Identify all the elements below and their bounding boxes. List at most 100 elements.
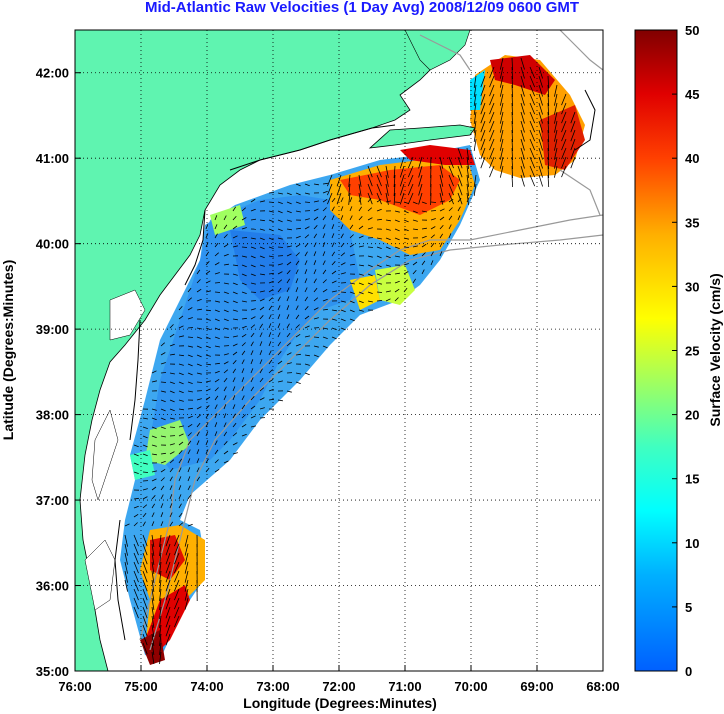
velocity-arrow: [151, 380, 157, 383]
velocity-arrow: [133, 505, 139, 509]
velocity-arrow: [232, 432, 238, 437]
velocity-arrow: [165, 633, 171, 646]
velocity-arrow: [421, 210, 427, 213]
velocity-arrow: [511, 174, 513, 188]
velocity-arrow: [286, 305, 290, 311]
colorbar-tick-label: 15: [685, 472, 699, 487]
velocity-arrow: [277, 219, 283, 223]
velocity-arrow: [250, 246, 256, 249]
velocity-arrow: [313, 345, 319, 348]
velocity-arrow: [223, 369, 229, 374]
velocity-arrow: [268, 359, 273, 365]
velocity-arrow: [187, 407, 193, 410]
velocity-arrow: [358, 235, 364, 239]
velocity-arrow: [529, 111, 536, 124]
velocity-arrow: [448, 233, 452, 239]
velocity-arrow: [223, 336, 230, 338]
velocity-arrow: [295, 210, 301, 213]
velocity-arrow: [277, 263, 283, 266]
velocity-arrow: [331, 309, 337, 312]
velocity-arrow: [421, 260, 426, 266]
velocity-arrow: [295, 314, 300, 320]
velocity-arrow: [394, 288, 400, 293]
velocity-arrow: [268, 210, 274, 213]
velocity-arrow: [511, 147, 513, 161]
velocity-arrow: [184, 561, 189, 574]
velocity-arrow: [439, 165, 444, 178]
y-axis-label: Latitude (Degrees:Minutes): [0, 260, 16, 440]
velocity-arrow: [169, 333, 175, 338]
velocity-arrow: [142, 579, 148, 592]
velocity-arrow: [489, 156, 495, 169]
velocity-arrow: [214, 422, 218, 428]
velocity-arrow: [151, 370, 157, 374]
velocity-arrow: [340, 252, 346, 257]
velocity-arrow: [250, 324, 256, 329]
velocity-arrow: [214, 413, 218, 419]
velocity-arrow: [214, 300, 220, 303]
velocity-arrow: [268, 350, 272, 356]
velocity-arrow: [196, 458, 200, 464]
velocity-arrow: [259, 200, 265, 203]
velocity-arrow: [480, 138, 486, 151]
velocity-arrow: [286, 342, 292, 347]
velocity-arrow: [499, 102, 504, 115]
velocity-arrow: [547, 174, 550, 188]
velocity-arrow: [439, 174, 444, 187]
velocity-arrow: [196, 414, 202, 419]
velocity-arrow: [174, 561, 180, 574]
velocity-arrow: [169, 381, 175, 384]
velocity-arrow: [561, 138, 567, 151]
x-tick-label: 75:00: [124, 679, 157, 694]
velocity-arrow: [399, 192, 405, 205]
velocity-arrow: [538, 165, 543, 178]
velocity-arrow: [367, 264, 373, 268]
velocity-arrow: [529, 102, 536, 115]
velocity-arrow: [358, 216, 363, 221]
y-tick-label: 41:00: [36, 151, 69, 166]
velocity-arrow: [295, 381, 301, 384]
velocity-arrow: [304, 278, 308, 284]
velocity-arrow: [187, 345, 193, 348]
velocity-arrow: [439, 251, 443, 257]
velocity-arrow: [295, 305, 299, 311]
velocity-arrow: [268, 237, 274, 241]
velocity-arrow: [223, 253, 229, 257]
velocity-arrow: [214, 387, 219, 392]
velocity-arrow: [169, 467, 174, 473]
velocity-arrow: [250, 368, 254, 374]
velocity-arrow: [393, 192, 396, 206]
velocity-arrow: [178, 512, 183, 518]
velocity-arrow: [547, 75, 550, 89]
velocity-arrow: [169, 476, 173, 482]
velocity-arrow: [232, 264, 238, 267]
velocity-arrow: [418, 192, 423, 205]
velocity-arrow: [554, 138, 558, 151]
velocity-arrow: [295, 183, 301, 187]
velocity-arrow: [385, 237, 391, 241]
velocity-arrow: [232, 335, 238, 338]
velocity-arrow: [473, 129, 477, 142]
velocity-arrow: [250, 264, 256, 268]
velocity-arrow: [160, 460, 166, 464]
velocity-arrow: [430, 260, 434, 266]
velocity-arrow: [412, 269, 417, 275]
velocity-arrow: [520, 129, 525, 142]
velocity-arrow: [165, 552, 171, 565]
velocity-arrow: [286, 362, 292, 365]
velocity-arrow: [295, 260, 300, 266]
velocity-arrow: [376, 282, 382, 285]
velocity-arrow: [313, 242, 317, 248]
velocity-arrow: [529, 156, 536, 169]
velocity-arrow: [187, 432, 192, 437]
velocity-arrow: [187, 336, 194, 338]
velocity-arrow: [223, 395, 227, 401]
velocity-arrow: [196, 354, 202, 358]
velocity-arrow: [520, 66, 525, 79]
velocity-arrow: [295, 278, 299, 284]
velocity-arrow: [159, 561, 162, 574]
velocity-arrow: [268, 332, 272, 338]
velocity-arrow: [570, 147, 576, 160]
velocity-arrow: [418, 183, 423, 196]
velocity-arrow: [223, 431, 228, 437]
